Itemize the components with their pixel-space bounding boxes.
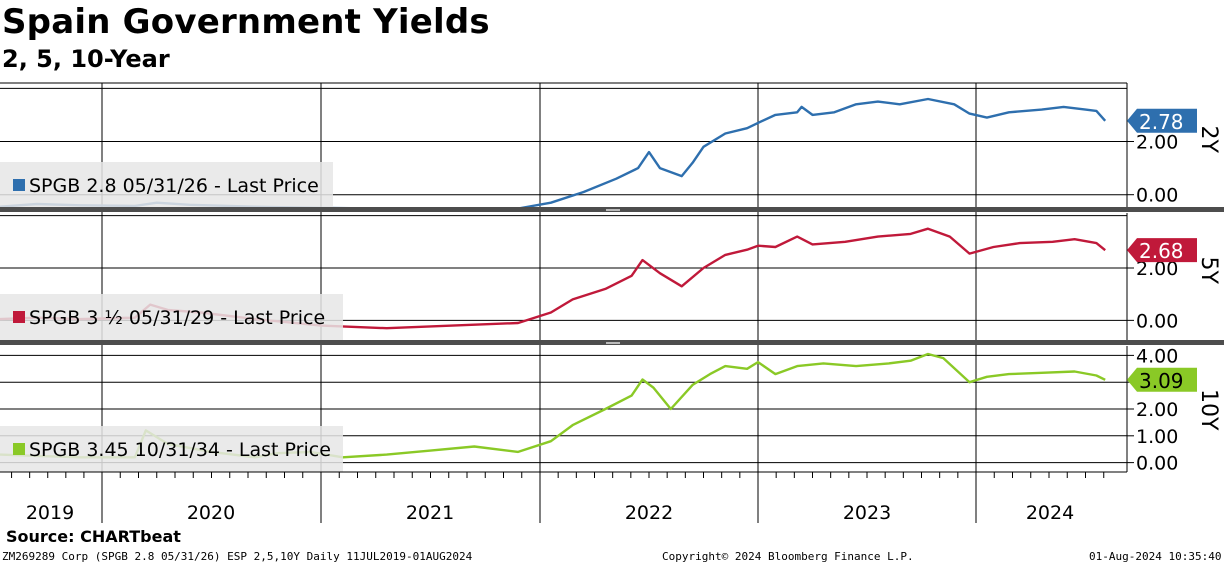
last-value-label: 2.68 bbox=[1139, 239, 1184, 263]
y-tick-label: 0.00 bbox=[1136, 310, 1178, 332]
footer-timestamp: 01-Aug-2024 10:35:40 bbox=[1089, 550, 1222, 563]
legend-box bbox=[0, 294, 343, 340]
x-tick-label: 2020 bbox=[187, 502, 235, 524]
panel-name-label: 10Y bbox=[1196, 389, 1221, 431]
chart-title: Spain Government Yields bbox=[2, 2, 490, 42]
footer-source: Source: CHARTbeat bbox=[6, 527, 181, 546]
footer-ticker: ZM269289 Corp (SPGB 2.8 05/31/26) ESP 2,… bbox=[2, 550, 473, 563]
panel-separator-handle bbox=[606, 209, 620, 211]
panel-separator-handle bbox=[606, 342, 620, 344]
y-tick-label: 2.00 bbox=[1136, 132, 1178, 154]
y-tick-label: 0.00 bbox=[1136, 185, 1178, 207]
x-tick-label: 2019 bbox=[26, 502, 74, 524]
y-tick-label: 0.00 bbox=[1136, 453, 1178, 475]
legend-swatch bbox=[13, 311, 25, 323]
last-value-tag bbox=[1127, 367, 1197, 392]
last-value-tag bbox=[1127, 108, 1197, 133]
footer-copyright: Copyright© 2024 Bloomberg Finance L.P. bbox=[662, 550, 914, 563]
panel-name-label: 5Y bbox=[1196, 257, 1221, 285]
panel-name-label: 2Y bbox=[1196, 126, 1221, 154]
legend-box bbox=[0, 162, 333, 208]
legend-swatch bbox=[13, 443, 25, 455]
panel-2y: 0.00 2.00 SPGB 2.8 05/31/26 - Last Price 2.… bbox=[0, 83, 1221, 211]
legend-label: SPGB 3.45 10/31/34 - Last Price bbox=[29, 439, 331, 461]
x-tick-label: 2021 bbox=[406, 502, 454, 524]
legend-box bbox=[0, 426, 343, 472]
chart-subtitle: 2, 5, 10-Year bbox=[2, 45, 170, 73]
last-value-label: 2.78 bbox=[1139, 110, 1184, 134]
legend-swatch bbox=[13, 179, 25, 191]
legend-label: SPGB 3 ½ 05/31/29 - Last Price bbox=[29, 307, 325, 329]
x-tick-label: 2022 bbox=[625, 502, 673, 524]
y-tick-label: 2.00 bbox=[1136, 258, 1178, 280]
legend-label: SPGB 2.8 05/31/26 - Last Price bbox=[29, 175, 319, 197]
y-tick-label: 1.00 bbox=[1136, 426, 1178, 448]
last-value-tag bbox=[1127, 238, 1197, 263]
panel-5y: 0.00 2.00 SPGB 3 ½ 05/31/29 - Last Price 2.… bbox=[0, 213, 1221, 340]
x-tick-label: 2024 bbox=[1026, 502, 1074, 524]
last-value-label: 3.09 bbox=[1139, 369, 1184, 393]
x-tick-label: 2023 bbox=[843, 502, 891, 524]
y-tick-label: 4.00 bbox=[1136, 345, 1178, 367]
y-tick-label: 2.00 bbox=[1136, 399, 1178, 421]
